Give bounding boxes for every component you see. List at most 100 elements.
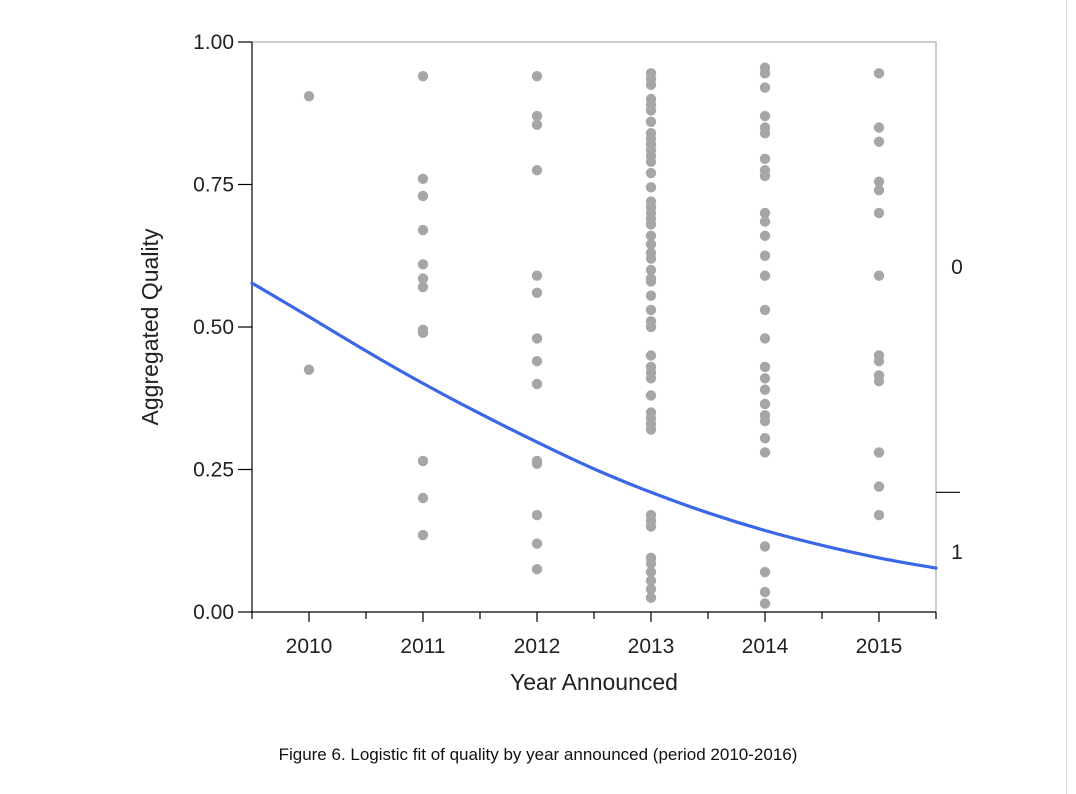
- x-axis-title: Year Announced: [510, 669, 678, 695]
- data-point: [873, 356, 885, 367]
- data-point: [303, 90, 315, 102]
- data-point: [417, 455, 429, 467]
- data-point: [417, 273, 429, 284]
- data-point: [873, 122, 885, 133]
- data-point: [417, 190, 429, 202]
- data-point: [531, 333, 543, 344]
- data-point: [873, 509, 885, 521]
- figure-caption: Figure 6. Logistic fit of quality by yea…: [278, 745, 798, 764]
- data-point: [303, 364, 315, 375]
- data-point: [759, 398, 771, 410]
- data-point: [759, 68, 771, 79]
- data-point: [759, 170, 771, 182]
- data-point: [759, 361, 771, 373]
- data-point: [417, 173, 429, 184]
- data-point: [645, 156, 657, 167]
- data-point: [759, 270, 771, 281]
- data-point: [645, 79, 657, 90]
- logistic-fit-line: [250, 281, 938, 570]
- data-point: [759, 541, 771, 552]
- data-point: [531, 564, 543, 575]
- data-point: [759, 598, 771, 609]
- data-point: [645, 521, 657, 532]
- data-point: [873, 270, 885, 281]
- data-point: [645, 592, 657, 603]
- data-point: [645, 290, 657, 301]
- data-point: [645, 424, 657, 435]
- data-point: [531, 165, 543, 176]
- y-axis-title: Aggregated Quality: [137, 228, 163, 425]
- data-point: [531, 287, 543, 298]
- data-point: [417, 492, 429, 504]
- data-point: [759, 230, 771, 241]
- data-point: [645, 350, 657, 361]
- x-tick-label: 2012: [514, 635, 561, 658]
- y-tick-label: 0.50: [193, 316, 234, 339]
- data-point: [759, 250, 771, 261]
- data-point: [645, 239, 657, 250]
- data-point: [759, 566, 771, 578]
- plot-frame: [251, 41, 937, 613]
- data-point: [531, 119, 543, 130]
- data-point: [759, 447, 771, 458]
- x-tick-label: 2011: [400, 635, 445, 658]
- data-point: [417, 224, 429, 236]
- data-point: [759, 373, 771, 384]
- x-tick-label: 2010: [286, 635, 333, 658]
- data-point: [645, 390, 657, 401]
- data-point: [531, 356, 543, 367]
- data-point: [417, 281, 429, 293]
- data-point: [531, 538, 543, 549]
- data-point: [759, 216, 771, 227]
- y-tick-label: 0.25: [193, 459, 234, 482]
- data-point: [873, 185, 885, 196]
- data-point: [873, 176, 885, 187]
- data-point: [531, 270, 543, 281]
- data-point: [759, 333, 771, 344]
- data-point: [531, 110, 543, 122]
- data-point: [645, 566, 657, 578]
- data-point: [645, 253, 657, 264]
- x-tick-label: 2013: [628, 635, 675, 658]
- points-layer: [303, 62, 885, 609]
- data-point: [417, 259, 429, 270]
- y-tick-label: 1.00: [193, 31, 234, 54]
- data-point: [531, 378, 543, 390]
- data-point: [645, 105, 657, 116]
- data-point: [645, 575, 657, 586]
- data-point: [759, 82, 771, 93]
- data-point: [759, 384, 771, 395]
- right-label-1: 1: [951, 541, 963, 564]
- data-point: [645, 219, 657, 230]
- data-point: [873, 207, 885, 219]
- y-tick-label: 0.00: [193, 601, 234, 624]
- data-point: [531, 71, 543, 82]
- right-label-0: 0: [951, 256, 963, 279]
- data-point: [873, 375, 885, 387]
- data-point: [759, 415, 771, 427]
- page-edge-divider: [1066, 0, 1067, 794]
- data-point: [645, 167, 657, 179]
- x-tick-label: 2014: [742, 635, 789, 658]
- data-point: [645, 304, 657, 316]
- axes: 0.00 0.25 0.50 0.75 1.00 2010 2011 2012 2013 2014…: [193, 31, 963, 658]
- data-point: [645, 276, 657, 287]
- data-point: [645, 558, 657, 569]
- data-point: [759, 153, 771, 165]
- data-point: [759, 207, 771, 219]
- data-point: [645, 373, 657, 384]
- y-tick-label: 0.75: [193, 174, 234, 197]
- data-point: [873, 447, 885, 458]
- data-point: [417, 327, 429, 338]
- data-point: [873, 136, 885, 147]
- data-point: [645, 230, 657, 241]
- data-point: [645, 584, 657, 595]
- data-point: [645, 182, 657, 193]
- data-point: [645, 116, 657, 128]
- data-point: [873, 68, 885, 79]
- x-tick-label: 2015: [856, 635, 903, 658]
- data-point: [645, 321, 657, 333]
- data-point: [531, 509, 543, 521]
- data-point: [873, 481, 885, 492]
